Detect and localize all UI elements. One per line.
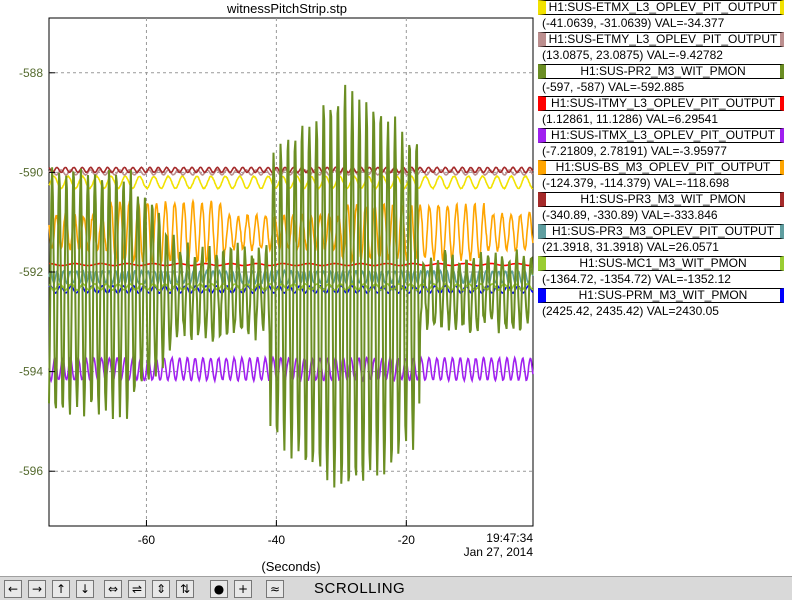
arrow-up-button[interactable]: ↑ bbox=[52, 580, 70, 598]
compress-vertical-icon: ⇅ bbox=[179, 582, 191, 596]
legend-range-value: (-41.0639, -31.0639) VAL=-34.377 bbox=[542, 16, 725, 30]
legend-entry[interactable]: H1:SUS-MC1_M3_WIT_PMON (-1364.72, -1354.7… bbox=[536, 256, 792, 288]
y-tick-label: -594 bbox=[19, 365, 43, 379]
toolbar: SCROLLING ← → ↑ ↓ ⇔ ⇌ ⇕ ⇅ ● + ≈ bbox=[0, 576, 792, 600]
legend-range-value: (1.12861, 11.1286) VAL=6.29541 bbox=[542, 112, 719, 126]
autoscale-button[interactable]: ≈ bbox=[266, 580, 284, 598]
legend-series-name: H1:SUS-ITMX_L3_OPLEV_PIT_OUTPUT bbox=[538, 128, 784, 143]
legend-series-name: H1:SUS-MC1_M3_WIT_PMON bbox=[538, 256, 784, 271]
record-button[interactable]: ● bbox=[210, 580, 228, 598]
x-tick-label: -20 bbox=[398, 533, 416, 547]
expand-vertical-button[interactable]: ⇕ bbox=[152, 580, 170, 598]
arrow-down-button[interactable]: ↓ bbox=[76, 580, 94, 598]
legend-entry[interactable]: H1:SUS-ETMX_L3_OPLEV_PIT_OUTPUT (-41.0639… bbox=[536, 0, 792, 32]
legend-range-value: (21.3918, 31.3918) VAL=26.0571 bbox=[542, 240, 719, 254]
legend-series-name: H1:SUS-PR2_M3_WIT_PMON bbox=[538, 64, 784, 79]
arrow-right-button[interactable]: → bbox=[28, 580, 46, 598]
legend-series-name: H1:SUS-ETMY_L3_OPLEV_PIT_OUTPUT bbox=[538, 32, 784, 47]
legend-series-name: H1:SUS-PRM_M3_WIT_PMON bbox=[538, 288, 784, 303]
traces bbox=[48, 84, 534, 488]
add-button[interactable]: + bbox=[234, 580, 252, 598]
x-tick-label: -60 bbox=[138, 533, 156, 547]
legend-range-value: (-1364.72, -1354.72) VAL=-1352.12 bbox=[542, 272, 731, 286]
expand-vertical-icon: ⇕ bbox=[155, 582, 167, 596]
legend-entry[interactable]: H1:SUS-PRM_M3_WIT_PMON (2425.42, 2435.42)… bbox=[536, 288, 792, 320]
legend-range-value: (-597, -587) VAL=-592.885 bbox=[542, 80, 685, 94]
arrow-left-icon: ← bbox=[7, 582, 19, 596]
legend: H1:SUS-ETMX_L3_OPLEV_PIT_OUTPUT (-41.0639… bbox=[536, 0, 792, 320]
legend-range-value: (-124.379, -114.379) VAL=-118.698 bbox=[542, 176, 730, 190]
arrow-down-icon: ↓ bbox=[79, 582, 91, 596]
y-tick-label: -592 bbox=[19, 265, 43, 279]
legend-series-name: H1:SUS-PR3_M3_OPLEV_PIT_OUTPUT bbox=[538, 224, 784, 239]
x-tick-label: -40 bbox=[268, 533, 286, 547]
expand-horizontal-button[interactable]: ⇔ bbox=[104, 580, 122, 598]
legend-series-name: H1:SUS-ITMY_L3_OPLEV_PIT_OUTPUT bbox=[538, 96, 784, 111]
x-axis-label: (Seconds) bbox=[261, 559, 320, 574]
arrow-left-button[interactable]: ← bbox=[4, 580, 22, 598]
legend-series-name: H1:SUS-PR3_M3_WIT_PMON bbox=[538, 192, 784, 207]
compress-vertical-button[interactable]: ⇅ bbox=[176, 580, 194, 598]
legend-series-name: H1:SUS-ETMX_L3_OPLEV_PIT_OUTPUT bbox=[538, 0, 784, 15]
legend-range-value: (-7.21809, 2.78191) VAL=-3.95977 bbox=[542, 144, 727, 158]
record-icon: ● bbox=[213, 582, 225, 596]
legend-series-name: H1:SUS-BS_M3_OPLEV_PIT_OUTPUT bbox=[538, 160, 784, 175]
autoscale-icon: ≈ bbox=[269, 582, 281, 596]
compress-horizontal-button[interactable]: ⇌ bbox=[128, 580, 146, 598]
legend-entry[interactable]: H1:SUS-PR3_M3_OPLEV_PIT_OUTPUT (21.3918, … bbox=[536, 224, 792, 256]
add-icon: + bbox=[237, 582, 249, 596]
series-line bbox=[48, 84, 534, 488]
compress-horizontal-icon: ⇌ bbox=[131, 582, 143, 596]
legend-range-value: (2425.42, 2435.42) VAL=2430.05 bbox=[542, 304, 719, 318]
strip-chart: witnessPitchStrip.stp (Seconds) 19:47:34… bbox=[19, 1, 534, 574]
series-line bbox=[48, 166, 534, 174]
timestamp-time: 19:47:34 bbox=[486, 531, 533, 545]
legend-entry[interactable]: H1:SUS-PR2_M3_WIT_PMON (-597, -587) VAL=-… bbox=[536, 64, 792, 96]
y-tick-label: -590 bbox=[19, 165, 43, 179]
legend-entry[interactable]: H1:SUS-ITMY_L3_OPLEV_PIT_OUTPUT (1.12861,… bbox=[536, 96, 792, 128]
legend-range-value: (-340.89, -330.89) VAL=-333.846 bbox=[542, 208, 718, 222]
tick-marks bbox=[49, 72, 407, 526]
legend-entry[interactable]: H1:SUS-PR3_M3_WIT_PMON (-340.89, -330.89)… bbox=[536, 192, 792, 224]
chart-title: witnessPitchStrip.stp bbox=[226, 1, 347, 16]
mode-label: SCROLLING bbox=[314, 580, 406, 597]
legend-entry[interactable]: H1:SUS-ETMY_L3_OPLEV_PIT_OUTPUT (13.0875,… bbox=[536, 32, 792, 64]
arrow-up-icon: ↑ bbox=[55, 582, 67, 596]
y-tick-label: -588 bbox=[19, 66, 43, 80]
y-tick-label: -596 bbox=[19, 464, 43, 478]
expand-horizontal-icon: ⇔ bbox=[107, 582, 119, 596]
arrow-right-icon: → bbox=[31, 582, 43, 596]
timestamp-date: Jan 27, 2014 bbox=[464, 545, 534, 559]
legend-entry[interactable]: H1:SUS-BS_M3_OPLEV_PIT_OUTPUT (-124.379, … bbox=[536, 160, 792, 192]
legend-entry[interactable]: H1:SUS-ITMX_L3_OPLEV_PIT_OUTPUT (-7.21809… bbox=[536, 128, 792, 160]
legend-range-value: (13.0875, 23.0875) VAL=-9.42782 bbox=[542, 48, 723, 62]
